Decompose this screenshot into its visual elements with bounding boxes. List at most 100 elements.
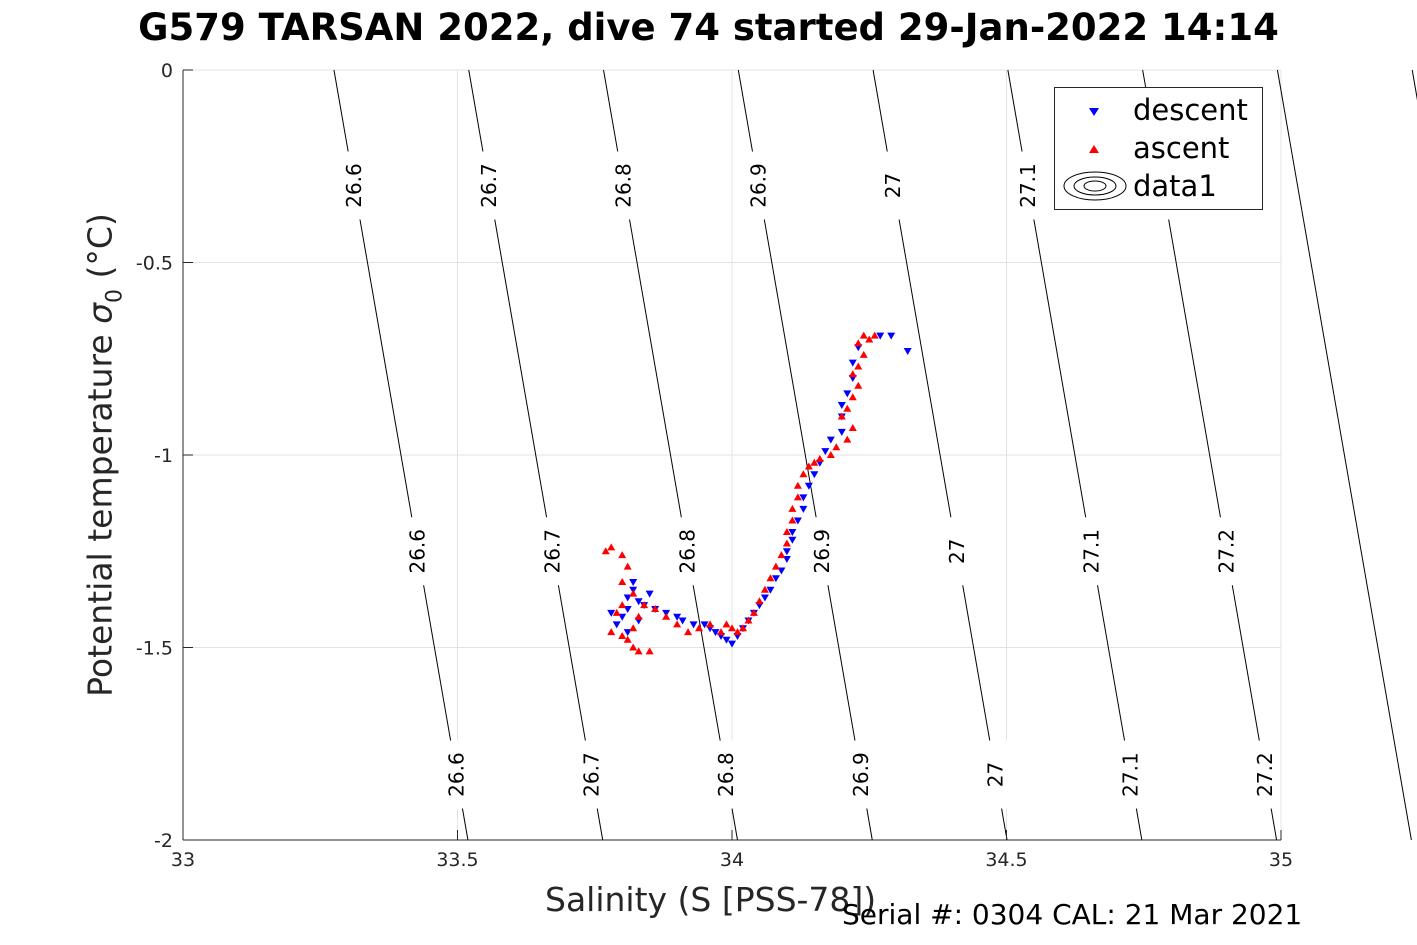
x-tick-label: 33 bbox=[171, 849, 195, 871]
ascent-marker bbox=[859, 350, 868, 358]
ascent-marker bbox=[865, 335, 874, 343]
contour-label-bg bbox=[444, 740, 469, 809]
legend: descent ascent data1 bbox=[1054, 87, 1263, 210]
ascent-marker bbox=[651, 605, 660, 612]
ascent-marker bbox=[634, 612, 643, 620]
contour-label: 26.7 bbox=[540, 529, 564, 574]
legend-item-descent: descent bbox=[1055, 91, 1264, 129]
ascent-marker bbox=[843, 404, 852, 412]
contour-label-bg bbox=[983, 740, 1008, 809]
descent-marker bbox=[722, 636, 731, 644]
descent-marker bbox=[629, 579, 638, 587]
ascent-marker bbox=[793, 481, 802, 489]
descent-marker-icon bbox=[1089, 108, 1099, 116]
contour-label: 26.8 bbox=[612, 163, 636, 208]
x-axis-label: Salinity (S [PSS-78]) bbox=[545, 880, 877, 919]
descent-marker bbox=[612, 621, 621, 629]
descent-marker bbox=[843, 390, 852, 398]
contour-label: 26.7 bbox=[579, 752, 603, 797]
ascent-marker bbox=[640, 601, 649, 609]
contour-label: 27.2 bbox=[1214, 529, 1238, 574]
ascent-marker bbox=[854, 339, 863, 347]
contour-label-bg bbox=[848, 740, 873, 809]
contour-label-bg bbox=[1015, 151, 1040, 220]
descent-marker bbox=[771, 575, 780, 583]
descent-marker bbox=[837, 428, 846, 436]
descent-marker bbox=[728, 640, 736, 648]
descent-marker bbox=[876, 332, 885, 340]
ascent-marker bbox=[771, 562, 780, 570]
data-markers bbox=[601, 331, 912, 655]
descent-marker bbox=[689, 621, 698, 629]
ascent-marker bbox=[788, 504, 797, 512]
y-tick-label: -1 bbox=[154, 445, 173, 467]
legend-label-descent: descent bbox=[1133, 93, 1248, 127]
contour-label-bg bbox=[746, 151, 771, 220]
contour-label: 26.6 bbox=[342, 163, 366, 208]
descent-marker bbox=[788, 529, 797, 536]
descent-marker bbox=[673, 613, 682, 621]
isopycnal-line bbox=[1411, 69, 1417, 101]
contour-label-bg bbox=[342, 151, 367, 220]
descent-marker bbox=[837, 401, 846, 409]
descent-marker bbox=[799, 494, 808, 502]
ascent-marker bbox=[854, 381, 863, 389]
descent-marker bbox=[810, 471, 819, 479]
x-tick-label: 35 bbox=[1269, 849, 1293, 871]
contour-label: 27 bbox=[881, 173, 905, 198]
ascent-marker bbox=[854, 362, 863, 370]
descent-marker bbox=[711, 629, 720, 637]
contour-label: 27.1 bbox=[1118, 752, 1142, 797]
ascent-marker bbox=[810, 458, 819, 466]
contour-label: 26.8 bbox=[675, 529, 699, 574]
contour-label: 27 bbox=[984, 762, 1008, 787]
contour-label-bg bbox=[405, 517, 430, 586]
serial-calibration-note: Serial #: 0304 CAL: 21 Mar 2021 bbox=[842, 898, 1303, 931]
legend-label-ascent: ascent bbox=[1133, 131, 1230, 165]
ascent-marker bbox=[848, 393, 857, 401]
isopycnal-line bbox=[1276, 69, 1412, 841]
density-contours: 26.6 26.6 26.6 26.7 26.7 26.7 26.8 26.8 26.8 26.9… bbox=[333, 69, 1417, 841]
ascent-marker bbox=[629, 643, 638, 651]
ascent-marker bbox=[673, 620, 682, 628]
ascent-marker bbox=[623, 635, 632, 643]
descent-marker bbox=[766, 586, 775, 594]
descent-marker bbox=[700, 621, 709, 629]
ascent-marker bbox=[744, 616, 753, 624]
ascent-marker bbox=[706, 620, 715, 628]
ascent-marker bbox=[870, 331, 879, 339]
contour-label: 26.9 bbox=[746, 163, 770, 208]
grid-lines bbox=[182, 69, 1282, 841]
ascent-marker bbox=[728, 624, 736, 632]
ascent-marker bbox=[777, 551, 786, 559]
contour-ellipse-icon bbox=[1063, 171, 1127, 201]
ascent-marker bbox=[607, 628, 616, 636]
contour-label-bg bbox=[675, 517, 700, 586]
contour-label: 26.8 bbox=[714, 752, 738, 797]
ascent-marker bbox=[645, 647, 654, 655]
descent-marker bbox=[645, 590, 654, 598]
y-tick-label: -0.5 bbox=[136, 253, 173, 275]
ascent-marker-icon bbox=[1089, 145, 1099, 153]
ascent-marker bbox=[618, 578, 627, 586]
descent-marker bbox=[848, 359, 857, 367]
ascent-marker bbox=[618, 601, 627, 609]
contour-label-bg bbox=[944, 517, 969, 586]
ascent-marker bbox=[788, 516, 797, 524]
ascent-marker bbox=[815, 454, 824, 462]
y-tick-label: -1.5 bbox=[136, 638, 173, 660]
ascent-marker bbox=[804, 462, 813, 470]
ascent-marker bbox=[766, 574, 775, 582]
descent-marker bbox=[804, 482, 813, 490]
ascent-marker bbox=[859, 331, 868, 339]
ascent-marker bbox=[738, 624, 747, 632]
ascent-marker bbox=[749, 608, 758, 616]
ascent-marker bbox=[793, 493, 802, 501]
ascent-marker bbox=[607, 543, 616, 551]
ascent-marker bbox=[684, 628, 693, 636]
ascent-marker bbox=[848, 424, 857, 432]
ascent-marker bbox=[755, 597, 764, 605]
contour-label: 27 bbox=[945, 539, 969, 564]
ascent-marker bbox=[717, 628, 726, 636]
x-tick-label: 34.5 bbox=[985, 849, 1027, 871]
